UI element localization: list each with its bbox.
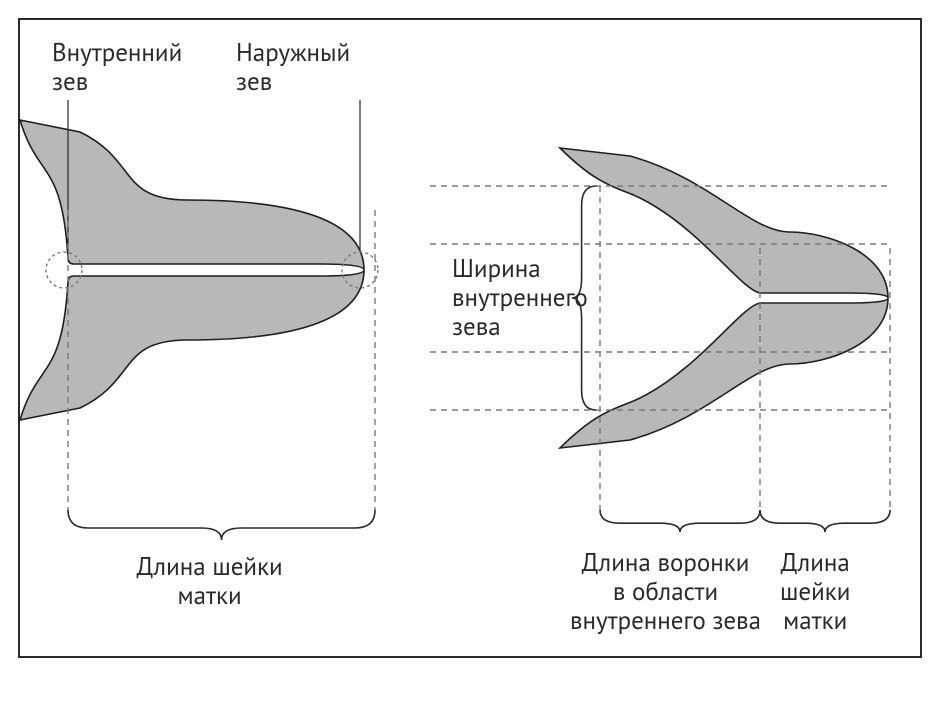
diagram-canvas: Внутренний зев Наружный зев Длина шейки … <box>0 0 940 708</box>
brace-cervix-length-left <box>68 510 375 540</box>
label-cervix-length-left: Длина шейки матки <box>137 552 283 610</box>
right-cervix-upper <box>560 148 888 298</box>
brace-funnel-length <box>600 510 760 532</box>
label-internal-os-width: Ширина внутреннего зева <box>452 254 588 340</box>
right-cervix-lower <box>560 298 888 448</box>
label-internal-os: Внутренний зев <box>52 38 182 96</box>
label-cervix-length-right: Длина шейки матки <box>780 548 850 634</box>
marker-internal-os <box>46 252 82 288</box>
left-cervix-upper <box>20 120 364 270</box>
left-cervix-lower <box>20 270 364 420</box>
brace-cervix-length-right <box>760 510 890 532</box>
label-external-os: Наружный зев <box>236 38 350 96</box>
label-funnel-length: Длина воронки в области внутреннего зева <box>570 548 761 634</box>
